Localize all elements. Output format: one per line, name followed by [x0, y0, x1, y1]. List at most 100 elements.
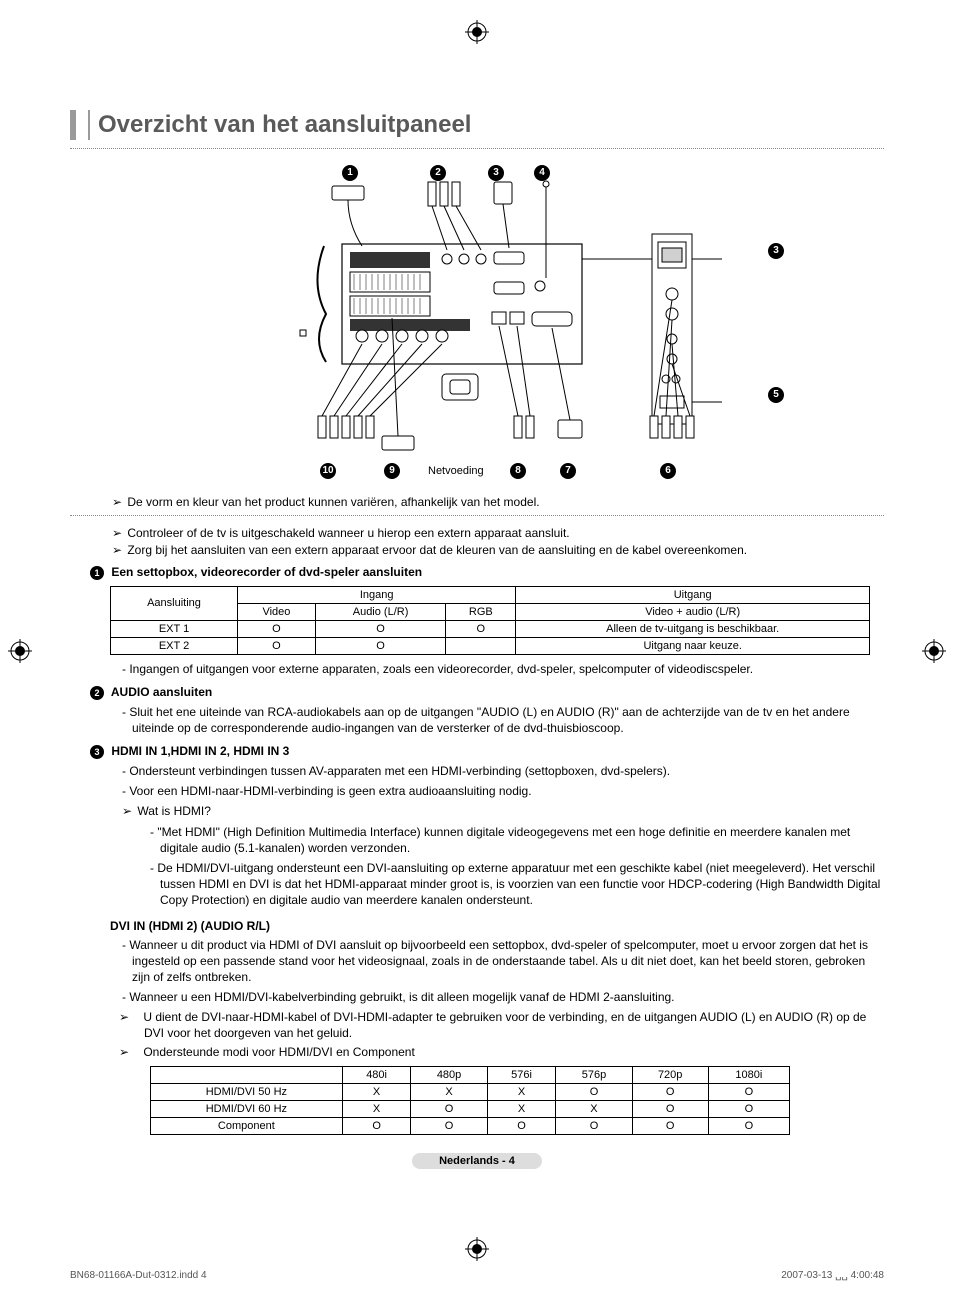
dvi-arrow-2: ➢ Ondersteunde modi voor HDMI/DVI en Com…: [126, 1044, 884, 1060]
diagram-callout-8: 8: [510, 463, 526, 479]
cell: O: [238, 637, 316, 654]
mode-support-table: 480i 480p 576i 576p 720p 1080i HDMI/DVI …: [150, 1066, 790, 1135]
arrow-icon: ➢: [110, 526, 124, 540]
check-text: Controleer of de tv is uitgeschakeld wan…: [127, 526, 569, 540]
number-circle-3: 3: [90, 745, 104, 759]
registration-mark-top: [465, 20, 489, 44]
diagram-callout-3b: 3: [768, 243, 784, 259]
page-badge: Nederlands - 4: [412, 1153, 542, 1169]
th: 1080i: [708, 1066, 789, 1083]
cell: Component: [151, 1117, 343, 1134]
th: 720p: [632, 1066, 708, 1083]
section-3-bullet-2: - Voor een HDMI-naar-HDMI-verbinding is …: [122, 783, 884, 799]
th-uitgang: Uitgang: [516, 586, 870, 603]
cell: X: [487, 1083, 556, 1100]
diagram-callout-9: 9: [384, 463, 400, 479]
cell: [446, 637, 516, 654]
th: 480i: [342, 1066, 411, 1083]
cell: O: [315, 637, 445, 654]
registration-mark-left: [8, 639, 32, 663]
number-circle-2: 2: [90, 686, 104, 700]
diagram-variation-note: ➢ De vorm en kleur van het product kunne…: [110, 495, 884, 509]
table-row: HDMI/DVI 60 Hz X O X X O O: [151, 1100, 790, 1117]
netvoeding-label: Netvoeding: [428, 465, 484, 477]
table-row: EXT 2 O O Uitgang naar keuze.: [111, 637, 870, 654]
note-text: De vorm en kleur van het product kunnen …: [127, 495, 539, 509]
section-3-bullet-1: - Ondersteunt verbindingen tussen AV-app…: [122, 763, 884, 779]
cell: Uitgang naar keuze.: [516, 637, 870, 654]
connector-table: Aansluiting Ingang Uitgang Video Audio (…: [110, 586, 870, 655]
cell: X: [342, 1100, 411, 1117]
section-3-title: HDMI IN 1,HDMI IN 2, HDMI IN 3: [111, 744, 289, 758]
section-1-bullet: - Ingangen of uitgangen voor externe app…: [122, 661, 884, 677]
diagram-callout-3: 3: [488, 165, 504, 181]
arrow-icon: ➢: [110, 543, 124, 557]
dvi-bullet-2: - Wanneer u een HDMI/DVI-kabelverbinding…: [122, 989, 884, 1005]
diagram-callout-4: 4: [534, 165, 550, 181]
bullet-text: Wanneer u dit product via HDMI of DVI aa…: [129, 938, 868, 984]
what-is-hdmi: ➢ Wat is HDMI?: [110, 803, 884, 819]
title-bar: Overzicht van het aansluitpaneel: [70, 110, 884, 140]
bullet-text: Ingangen of uitgangen voor externe appar…: [129, 662, 753, 676]
bullet-text: "Met HDMI" (High Definition Multimedia I…: [157, 825, 850, 855]
bullet-text: Sluit het ene uiteinde van RCA-audiokabe…: [129, 705, 849, 735]
cell: O: [315, 620, 445, 637]
cell: Alleen de tv-uitgang is beschikbaar.: [516, 620, 870, 637]
th-aansluiting: Aansluiting: [111, 586, 238, 620]
check-line-2: ➢ Zorg bij het aansluiten van een extern…: [110, 543, 884, 557]
title-accent-1: [70, 110, 76, 140]
section-1-head: 1 Een settopbox, videorecorder of dvd-sp…: [90, 565, 884, 580]
cell: O: [411, 1100, 487, 1117]
dvi-in-title: DVI IN (HDMI 2) (AUDIO R/L): [110, 919, 884, 933]
arrow-icon: ➢: [110, 495, 124, 509]
cell: O: [238, 620, 316, 637]
arrow-text: U dient de DVI-naar-HDMI-kabel of DVI-HD…: [143, 1010, 866, 1040]
section-2-bullet: - Sluit het ene uiteinde van RCA-audioka…: [122, 704, 884, 736]
cell: O: [446, 620, 516, 637]
cell: O: [632, 1117, 708, 1134]
cell: O: [708, 1117, 789, 1134]
section-3-sub-1: - "Met HDMI" (High Definition Multimedia…: [150, 824, 884, 856]
th: 576p: [556, 1066, 632, 1083]
table-row: HDMI/DVI 50 Hz X X X O O O: [151, 1083, 790, 1100]
section-2-head: 2 AUDIO aansluiten: [90, 685, 884, 700]
bullet-text: De HDMI/DVI-uitgang ondersteunt een DVI-…: [157, 861, 880, 907]
arrow-icon: ➢: [126, 1044, 140, 1060]
bullet-text: Wanneer u een HDMI/DVI-kabelverbinding g…: [129, 990, 674, 1004]
arrow-icon: ➢: [120, 803, 134, 819]
cell: O: [342, 1117, 411, 1134]
cell: X: [342, 1083, 411, 1100]
cell: O: [632, 1100, 708, 1117]
dvi-arrow-1: ➢ U dient de DVI-naar-HDMI-kabel of DVI-…: [126, 1009, 884, 1041]
footer-right: 2007-03-13 ␣␣ 4:00:48: [781, 1270, 884, 1281]
th-videoaudio: Video + audio (L/R): [516, 603, 870, 620]
cell: X: [487, 1100, 556, 1117]
connector-panel-diagram: 1 2 3 4 3 5 10 9 8 7 6 Netvoeding: [100, 159, 884, 489]
cell: X: [556, 1100, 632, 1117]
cell: O: [556, 1083, 632, 1100]
th-video: Video: [238, 603, 316, 620]
table-row: Component O O O O O O: [151, 1117, 790, 1134]
cell: O: [632, 1083, 708, 1100]
page-title: Overzicht van het aansluitpaneel: [98, 111, 471, 139]
th-audio: Audio (L/R): [315, 603, 445, 620]
cell: X: [411, 1083, 487, 1100]
cell: O: [411, 1117, 487, 1134]
dvi-bullet-1: - Wanneer u dit product via HDMI of DVI …: [122, 937, 884, 986]
cell: EXT 2: [111, 637, 238, 654]
diagram-callout-2: 2: [430, 165, 446, 181]
section-3-head: 3 HDMI IN 1,HDMI IN 2, HDMI IN 3: [90, 744, 884, 759]
diagram-callout-6: 6: [660, 463, 676, 479]
title-underline: [70, 148, 884, 149]
arrow-icon: ➢: [126, 1009, 140, 1025]
th: 480p: [411, 1066, 487, 1083]
check-text: Zorg bij het aansluiten van een extern a…: [127, 543, 747, 557]
diagram-callout-1: 1: [342, 165, 358, 181]
check-line-1: ➢ Controleer of de tv is uitgeschakeld w…: [110, 526, 884, 540]
diagram-svg: [232, 164, 752, 484]
cell: HDMI/DVI 60 Hz: [151, 1100, 343, 1117]
cell: O: [556, 1117, 632, 1134]
document-page: Overzicht van het aansluitpaneel: [0, 0, 954, 1301]
th-rgb: RGB: [446, 603, 516, 620]
diagram-callout-10: 10: [320, 463, 336, 479]
